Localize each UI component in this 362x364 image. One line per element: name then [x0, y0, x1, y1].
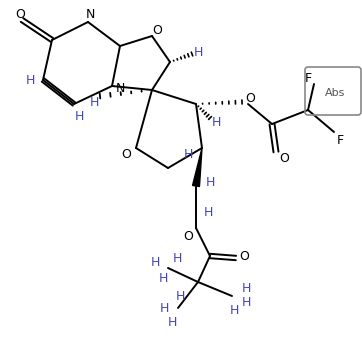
Text: H: H — [203, 206, 213, 218]
Text: N: N — [115, 82, 125, 95]
Text: N: N — [85, 8, 95, 21]
Text: H: H — [229, 304, 239, 317]
Text: H: H — [241, 281, 251, 294]
Text: F: F — [336, 134, 344, 146]
Text: O: O — [279, 151, 289, 165]
Text: H: H — [183, 147, 193, 161]
Text: H: H — [25, 75, 35, 87]
Text: H: H — [205, 175, 215, 189]
Text: O: O — [239, 249, 249, 262]
Text: O: O — [15, 8, 25, 20]
Text: H: H — [172, 252, 182, 265]
Text: H: H — [158, 272, 168, 285]
Text: H: H — [89, 95, 99, 108]
Polygon shape — [193, 148, 202, 186]
Text: O: O — [121, 149, 131, 162]
Text: O: O — [245, 91, 255, 104]
Text: H: H — [74, 111, 84, 123]
Text: H: H — [175, 289, 185, 302]
Text: O: O — [152, 24, 162, 36]
Text: O: O — [183, 229, 193, 242]
Text: H: H — [167, 316, 177, 328]
Text: H: H — [150, 256, 160, 269]
Text: H: H — [159, 301, 169, 314]
Text: Abs: Abs — [325, 88, 345, 98]
Text: H: H — [211, 115, 221, 128]
Text: H: H — [241, 296, 251, 309]
Text: H: H — [193, 46, 203, 59]
Text: F: F — [304, 71, 312, 84]
